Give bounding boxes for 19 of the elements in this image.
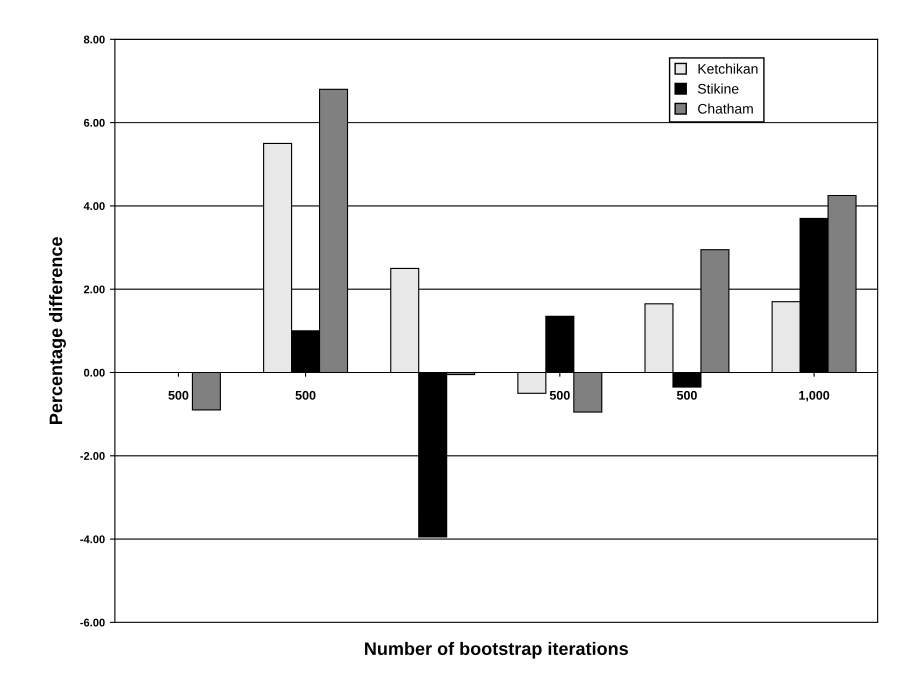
x-tick-label: 1,000	[799, 390, 830, 402]
x-tick-label: 500	[296, 390, 316, 400]
bar	[192, 372, 221, 411]
legend-label: Ketchikan	[698, 64, 758, 74]
legend-label: Chatham	[698, 103, 753, 114]
y-tick-label: 6.00	[84, 118, 105, 127]
x-tick-label: 500	[168, 390, 188, 400]
y-tick-label: 0.00	[84, 368, 105, 377]
y-tick-label: -6.00	[80, 618, 105, 627]
y-tick-label: -4.00	[80, 535, 105, 544]
y-tick-label: 4.00	[84, 202, 105, 210]
y-tick-label: 8.00	[84, 36, 105, 44]
y-tick-label: -2.00	[80, 452, 105, 460]
x-tick-label: 500	[676, 390, 697, 400]
y-axis-title: Percentage difference	[49, 237, 66, 424]
y-tick-label: 2.00	[84, 285, 105, 294]
x-axis-title: Number of bootstrap iterations	[365, 642, 628, 659]
legend-label: Stikine	[698, 84, 738, 94]
x-tick-label: 500	[550, 390, 570, 400]
